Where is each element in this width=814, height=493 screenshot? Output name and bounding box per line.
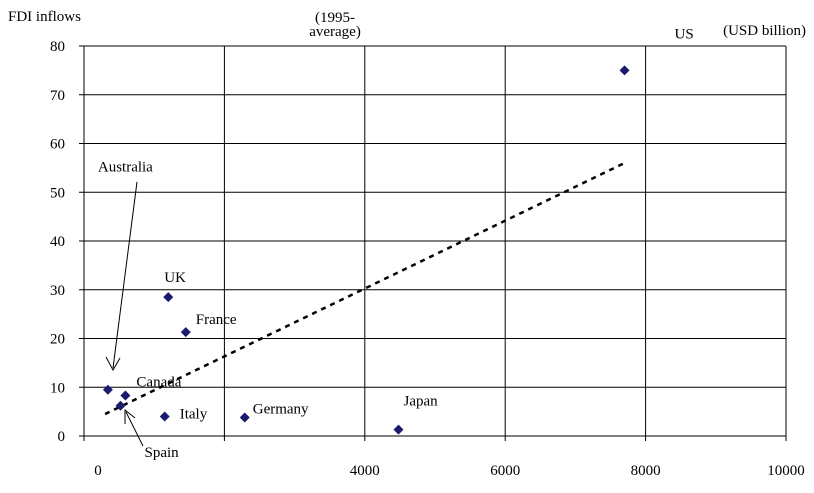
point-label-uk: UK xyxy=(164,270,186,286)
x-tick-label: 8000 xyxy=(631,463,661,479)
data-point-us xyxy=(619,65,630,76)
x-tick-label: 4000 xyxy=(350,463,380,479)
point-label-us: US xyxy=(675,26,694,42)
y-tick-labels: 0 10 20 30 40 50 60 70 80 xyxy=(50,39,65,445)
data-point-japan xyxy=(393,424,404,435)
y-tick-label: 60 xyxy=(50,137,65,153)
header-note-line2: average) xyxy=(309,24,361,40)
y-tick-label: 70 xyxy=(50,88,65,104)
trendline-group xyxy=(104,161,626,416)
x-tick-label: 10000 xyxy=(767,463,805,479)
unit-note: (USD billion) xyxy=(723,23,806,39)
point-label-france: France xyxy=(196,312,237,328)
y-tick-label: 50 xyxy=(50,185,65,201)
y-tick-label: 30 xyxy=(50,283,65,299)
y-tick-label: 10 xyxy=(50,380,65,396)
australia-pointer-arrow xyxy=(112,181,138,369)
point-label-australia: Australia xyxy=(98,160,153,176)
data-points xyxy=(102,65,630,435)
data-point-australia xyxy=(102,384,113,395)
data-point-spain xyxy=(115,400,126,411)
trendline xyxy=(104,161,626,416)
data-point-germany xyxy=(239,412,250,423)
header-note-line1: (1995- xyxy=(315,10,355,26)
y-axis-label: FDI inflows xyxy=(8,9,81,25)
point-label-canada: Canada xyxy=(136,375,181,391)
point-label-japan: Japan xyxy=(403,394,438,410)
x-tick-label: 0 xyxy=(94,463,102,479)
australia-arrowhead xyxy=(105,356,121,372)
point-labels: US UK France Australia Canada Spain Italy Germa… xyxy=(98,26,694,460)
point-label-germany: Germany xyxy=(253,401,309,417)
point-label-italy: Italy xyxy=(180,407,208,423)
grid-lines xyxy=(84,45,787,436)
data-point-italy xyxy=(159,411,170,422)
spain-pointer-arrow xyxy=(125,411,144,447)
data-point-france xyxy=(180,327,191,338)
x-tick-label: 6000 xyxy=(490,463,520,479)
y-tick-label: 80 xyxy=(50,39,65,55)
y-tick-label: 40 xyxy=(50,234,65,250)
data-point-uk xyxy=(163,292,174,303)
x-tick-labels: 0 4000 6000 8000 10000 xyxy=(94,463,805,479)
axes xyxy=(79,45,787,441)
point-label-spain: Spain xyxy=(145,445,180,461)
spain-arrowhead xyxy=(124,408,136,424)
y-tick-label: 0 xyxy=(58,429,66,445)
data-point-canada xyxy=(120,390,131,401)
y-tick-label: 20 xyxy=(50,332,65,348)
